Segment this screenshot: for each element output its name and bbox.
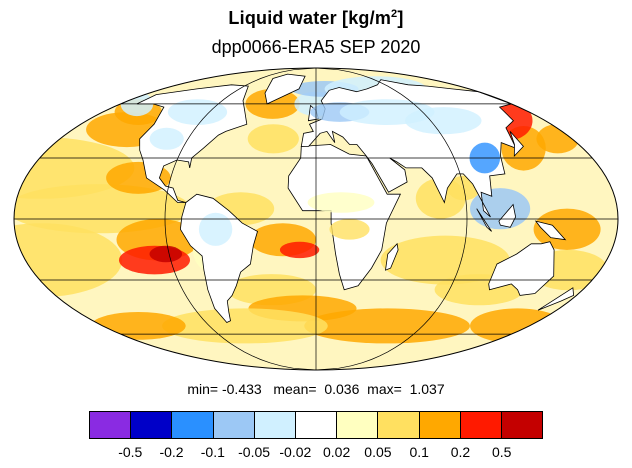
colorbar-swatch [253,411,296,439]
colorbar-swatch [171,411,214,439]
colorbar-tick-label: 0.1 [409,444,429,460]
landmass [488,241,555,296]
colorbar-swatch [294,411,338,439]
colorbar-swatch [212,411,255,439]
colorbar-swatch [418,411,461,439]
landmass [498,203,517,228]
landmass [534,220,567,241]
colorbar-swatch [130,411,173,439]
chart-subtitle: dpp0066-ERA5 SEP 2020 [211,37,421,57]
chart-title: Liquid water [kg/m2] [228,8,404,28]
colorbar-tick-label: -0.1 [200,444,225,460]
colorbar-swatch [459,411,502,439]
colorbar-tick-label: 0.02 [323,444,351,460]
graticule [14,67,618,371]
colorbar-tick-label: 0.5 [491,444,512,460]
colorbar-tick-label: 0.2 [450,444,471,460]
colorbar-tick-label: -0.02 [279,444,312,460]
colorbar [89,411,544,439]
landmass [264,73,306,105]
colorbar-labels: -0.5 -0.2 -0.1 -0.05 -0.02 0.02 0.05 0.1 0.2 0.5 [0,444,632,464]
map-border [13,67,619,371]
colorbar-tick-label: -0.2 [159,444,184,460]
landmass [385,242,399,271]
landmass [537,287,575,311]
colorbar-swatch [89,411,132,439]
colorbar-tick-label: -0.5 [118,444,143,460]
colorbar-swatch [500,411,544,439]
landmass [509,131,524,158]
colorbar-swatch [336,411,379,439]
colorbar-tick-label: -0.05 [238,444,271,460]
landmass [476,208,492,232]
statistics-line: min= -0.433 mean= 0.036 max= 1.037 [187,381,445,397]
colorbar-swatch [377,411,420,439]
colorbar-tick-label: 0.05 [364,444,392,460]
